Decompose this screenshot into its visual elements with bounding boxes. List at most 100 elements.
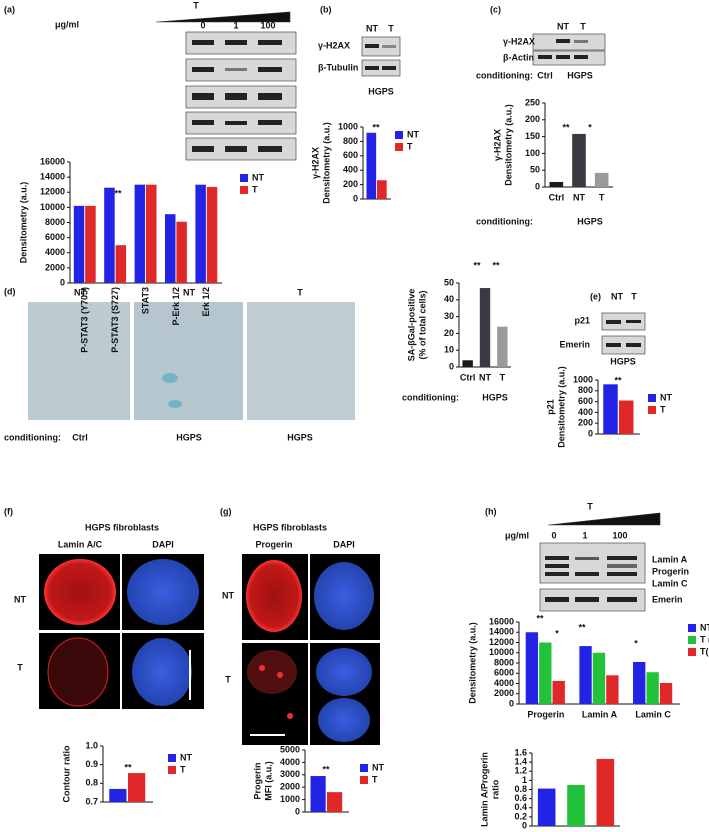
- legend-swatch: [240, 186, 248, 194]
- label: conditioning:: [4, 432, 61, 442]
- significance: **: [114, 188, 122, 198]
- label: Lamin A/C: [58, 539, 103, 549]
- y-tick-label: 20: [444, 328, 454, 338]
- significance: **: [562, 122, 570, 132]
- legend-label: T(100): [700, 646, 709, 656]
- legend-label: T: [372, 774, 378, 784]
- label: conditioning:: [402, 392, 459, 402]
- label: Lamin A: [652, 554, 688, 564]
- bar: [497, 326, 508, 367]
- bar: [310, 776, 326, 812]
- legend-swatch: [240, 174, 248, 182]
- y-tick-label: 1.6: [514, 747, 527, 757]
- label: Progerin: [255, 539, 292, 549]
- y-label: γ-H2AX: [492, 129, 502, 161]
- bar: [377, 180, 387, 199]
- y-tick-label: 1: [522, 775, 527, 785]
- legend-label: T: [180, 764, 186, 774]
- x-tick-label: Progerin: [527, 709, 564, 719]
- legend-label: T: [660, 404, 666, 414]
- y-tick-label: 1000: [280, 794, 300, 804]
- label: HGPS: [610, 356, 636, 366]
- y-tick-label: 4000: [45, 247, 65, 257]
- x-tick-label: NT: [573, 192, 585, 202]
- y-tick-label: 30: [444, 311, 454, 321]
- y-tick-label: 2000: [45, 262, 65, 272]
- y-tick-label: 12000: [489, 637, 514, 647]
- x-tick-label: T: [500, 372, 506, 382]
- y-tick-label: 0.8: [85, 778, 98, 788]
- bar: [176, 221, 187, 283]
- label: 0: [200, 20, 205, 30]
- y-tick-label: 16000: [489, 616, 514, 626]
- label: T: [631, 291, 637, 301]
- bar: [572, 133, 586, 187]
- x-tick-label: NT: [479, 372, 491, 382]
- legend-swatch: [395, 143, 403, 151]
- significance: **: [322, 764, 330, 774]
- legend-swatch: [360, 764, 368, 772]
- legend-label: T: [252, 184, 258, 194]
- label: Emerin: [652, 594, 683, 604]
- label: γ-H2AX: [318, 40, 350, 50]
- x-tick-label: P-STAT3 (Y705): [80, 287, 90, 353]
- legend-swatch: [648, 394, 656, 402]
- bar: [366, 132, 377, 199]
- y-tick-label: 200: [525, 114, 540, 124]
- legend-label: NT: [252, 172, 264, 182]
- y-tick-label: 8000: [45, 217, 65, 227]
- y-tick-label: 1000: [573, 374, 593, 384]
- y-tick-label: 1.2: [514, 766, 527, 776]
- y-tick-label: 1000: [338, 121, 358, 131]
- x-tick-label: Lamin C: [635, 709, 671, 719]
- y-tick-label: 2000: [494, 688, 514, 698]
- label: (g): [220, 506, 232, 516]
- legend-swatch: [168, 766, 176, 774]
- y-tick-label: 0.8: [514, 784, 527, 794]
- y-tick-label: 10000: [489, 647, 514, 657]
- y-tick-label: 3000: [280, 769, 300, 779]
- y-label: Densitometry (a.u.): [321, 122, 331, 204]
- legend-swatch: [395, 131, 403, 139]
- y-tick-label: 800: [343, 136, 358, 146]
- y-label: SA-βGal-positive: [406, 289, 416, 362]
- x-tick-label: STAT3: [140, 287, 150, 314]
- bar: [195, 184, 206, 283]
- y-tick-label: 400: [343, 165, 358, 175]
- label: HGPS fibroblasts: [253, 522, 327, 532]
- bar: [206, 186, 218, 283]
- y-tick-label: 14000: [489, 627, 514, 637]
- label: NT: [183, 287, 195, 297]
- bar: [146, 184, 157, 283]
- x-tick-label: P-Erk 1/2: [171, 287, 181, 326]
- y-label: p21: [545, 399, 555, 415]
- label: NT: [611, 291, 623, 301]
- bar: [165, 214, 176, 283]
- label: Ctrl: [537, 70, 553, 80]
- label: (f): [4, 506, 13, 516]
- label: (b): [320, 4, 332, 14]
- bar: [659, 682, 673, 704]
- y-tick-label: 600: [343, 150, 358, 160]
- label: Ctrl: [72, 432, 88, 442]
- label: NT: [557, 21, 569, 31]
- label: DAPI: [152, 539, 174, 549]
- bar: [549, 181, 564, 187]
- bar: [596, 758, 615, 826]
- y-tick-label: 14000: [40, 172, 65, 182]
- label: T: [587, 501, 593, 511]
- y-tick-label: 2000: [280, 782, 300, 792]
- bar: [73, 205, 85, 283]
- x-tick-label: Ctrl: [549, 192, 565, 202]
- bar: [579, 646, 592, 704]
- label: β-Tubulin: [318, 62, 358, 72]
- label: NT: [74, 287, 86, 297]
- bar: [539, 642, 552, 704]
- y-tick-label: 1.4: [514, 757, 527, 767]
- y-tick-label: 50: [530, 165, 540, 175]
- y-label: Densitometry (a.u.): [467, 622, 477, 704]
- significance: **: [536, 613, 544, 623]
- bar: [552, 680, 565, 704]
- y-tick-label: 5000: [280, 744, 300, 754]
